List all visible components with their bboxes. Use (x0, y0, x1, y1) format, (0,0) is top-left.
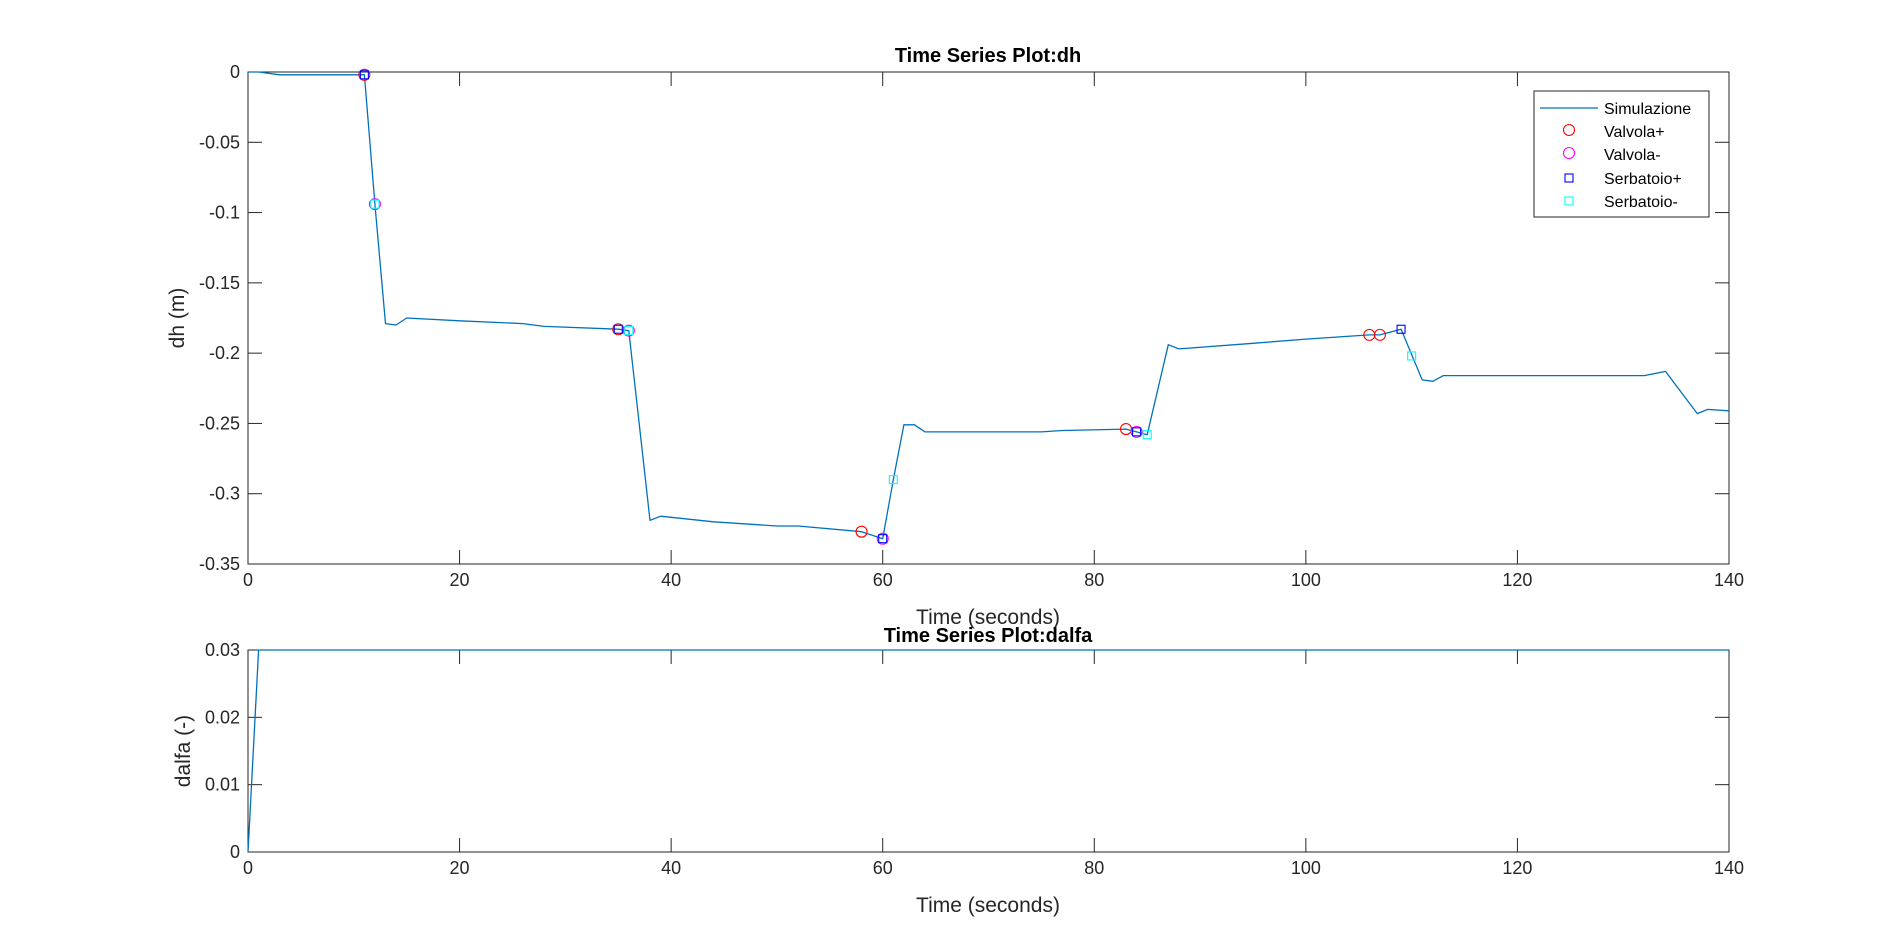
dh-x-tick-label: 100 (1291, 570, 1321, 590)
dalfa-ticks: 0 20 40 60 80 100 120 140 0 0.01 0.02 0.03 (205, 640, 1744, 878)
dalfa-x-tick-label: 40 (661, 858, 681, 878)
legend-label: Simulazione (1604, 101, 1691, 118)
marker-serbatoio-minus (1407, 351, 1417, 361)
dalfa-xlabel: Time (seconds) (916, 894, 1060, 917)
dalfa-y-tick-label: 0 (230, 842, 240, 862)
legend-entry-serbatoio-plus: Serbatoio+ (1564, 171, 1682, 188)
legend-entry-valvola-minus: Valvola- (1562, 146, 1661, 164)
dh-y-tick-label: 0 (230, 62, 240, 82)
marker-serbatoio-minus (370, 199, 380, 209)
legend-square-icon (1564, 196, 1574, 206)
dh-x-tick-label: 80 (1084, 570, 1104, 590)
legend-label: Serbatoio+ (1604, 171, 1682, 188)
marker-serbatoio-minus (888, 475, 898, 485)
marker-serbatoio-plus (359, 70, 369, 80)
dh-y-tick-label: -0.25 (199, 413, 240, 433)
marker-valvola-minus (368, 198, 381, 211)
marker-valvola-minus (622, 324, 635, 337)
marker-valvola-plus (855, 525, 868, 538)
dalfa-x-tick-label: 140 (1714, 858, 1744, 878)
dalfa-axes: 0 20 40 60 80 100 120 140 0 0.01 0.02 0.03 Time Ser… (172, 625, 1744, 917)
legend-circle-icon (1562, 146, 1576, 160)
dh-series-line (248, 71, 1730, 540)
dalfa-x-tick-label: 20 (450, 858, 470, 878)
dh-x-tick-label: 120 (1502, 570, 1532, 590)
dalfa-x-tick-label: 0 (243, 858, 253, 878)
dh-xlabel: Time (seconds) (916, 606, 1060, 629)
marker-serbatoio-minus (1142, 430, 1152, 440)
marker-valvola-minus (1130, 425, 1143, 438)
dh-y-tick-label: -0.2 (209, 343, 240, 363)
legend-square-icon (1564, 173, 1574, 183)
dh-y-tick-label: -0.3 (209, 484, 240, 504)
dalfa-title: Time Series Plot:dalfa (884, 625, 1093, 647)
dh-axes: 0 20 40 60 80 100 120 140 0 -0.05 -0.1 -0.15 -0.2 -0.… (166, 45, 1744, 629)
legend-label: Valvola+ (1604, 124, 1665, 141)
legend-label: Valvola- (1604, 147, 1661, 164)
dalfa-x-tick-label: 60 (873, 858, 893, 878)
marker-valvola-plus (358, 68, 371, 81)
dh-y-tick-label: -0.05 (199, 132, 240, 152)
legend-entry-simulazione: Simulazione (1540, 101, 1691, 118)
marker-valvola-minus (876, 532, 889, 545)
marker-serbatoio-plus (878, 534, 888, 544)
dh-ticks: 0 20 40 60 80 100 120 140 0 -0.05 -0.1 -0.15 -0.2 -0.… (199, 62, 1744, 590)
dalfa-plot-area (247, 649, 1730, 853)
dalfa-y-tick-label: 0.02 (205, 707, 240, 727)
marker-serbatoio-plus (1132, 427, 1142, 437)
dh-title: Time Series Plot:dh (895, 45, 1081, 67)
dh-x-tick-label: 140 (1714, 570, 1744, 590)
legend-entry-serbatoio-minus: Serbatoio- (1564, 194, 1678, 211)
dh-y-tick-label: -0.35 (199, 554, 240, 574)
dh-y-tick-label: -0.15 (199, 273, 240, 293)
marker-serbatoio-plus (1396, 324, 1406, 334)
dh-y-tick-label: -0.1 (209, 203, 240, 223)
dh-series (248, 71, 1730, 540)
dh-x-tick-label: 0 (243, 570, 253, 590)
dalfa-y-tick-label: 0.01 (205, 775, 240, 795)
dalfa-ylabel: dalfa (-) (172, 715, 195, 787)
dh-plot-area (247, 71, 1730, 565)
marker-serbatoio-plus (613, 324, 623, 334)
dh-x-tick-label: 60 (873, 570, 893, 590)
dh-markers (358, 68, 1417, 545)
dalfa-series-line (247, 649, 1729, 853)
dalfa-x-tick-label: 100 (1291, 858, 1321, 878)
dh-x-tick-label: 20 (450, 570, 470, 590)
dalfa-x-tick-label: 80 (1084, 858, 1104, 878)
dh-ylabel: dh (m) (166, 288, 189, 349)
dalfa-y-tick-label: 0.03 (205, 640, 240, 660)
legend-entry-valvola-plus: Valvola+ (1562, 123, 1665, 141)
marker-valvola-plus (1373, 328, 1386, 341)
dalfa-series (247, 649, 1729, 853)
dh-x-tick-label: 40 (661, 570, 681, 590)
legend-label: Serbatoio- (1604, 194, 1678, 211)
legend-circle-icon (1562, 123, 1576, 137)
legend: Simulazione Valvola+ Valvola- Serbatoio+… (1533, 90, 1710, 218)
marker-serbatoio-minus (624, 326, 634, 336)
dalfa-x-tick-label: 120 (1502, 858, 1532, 878)
